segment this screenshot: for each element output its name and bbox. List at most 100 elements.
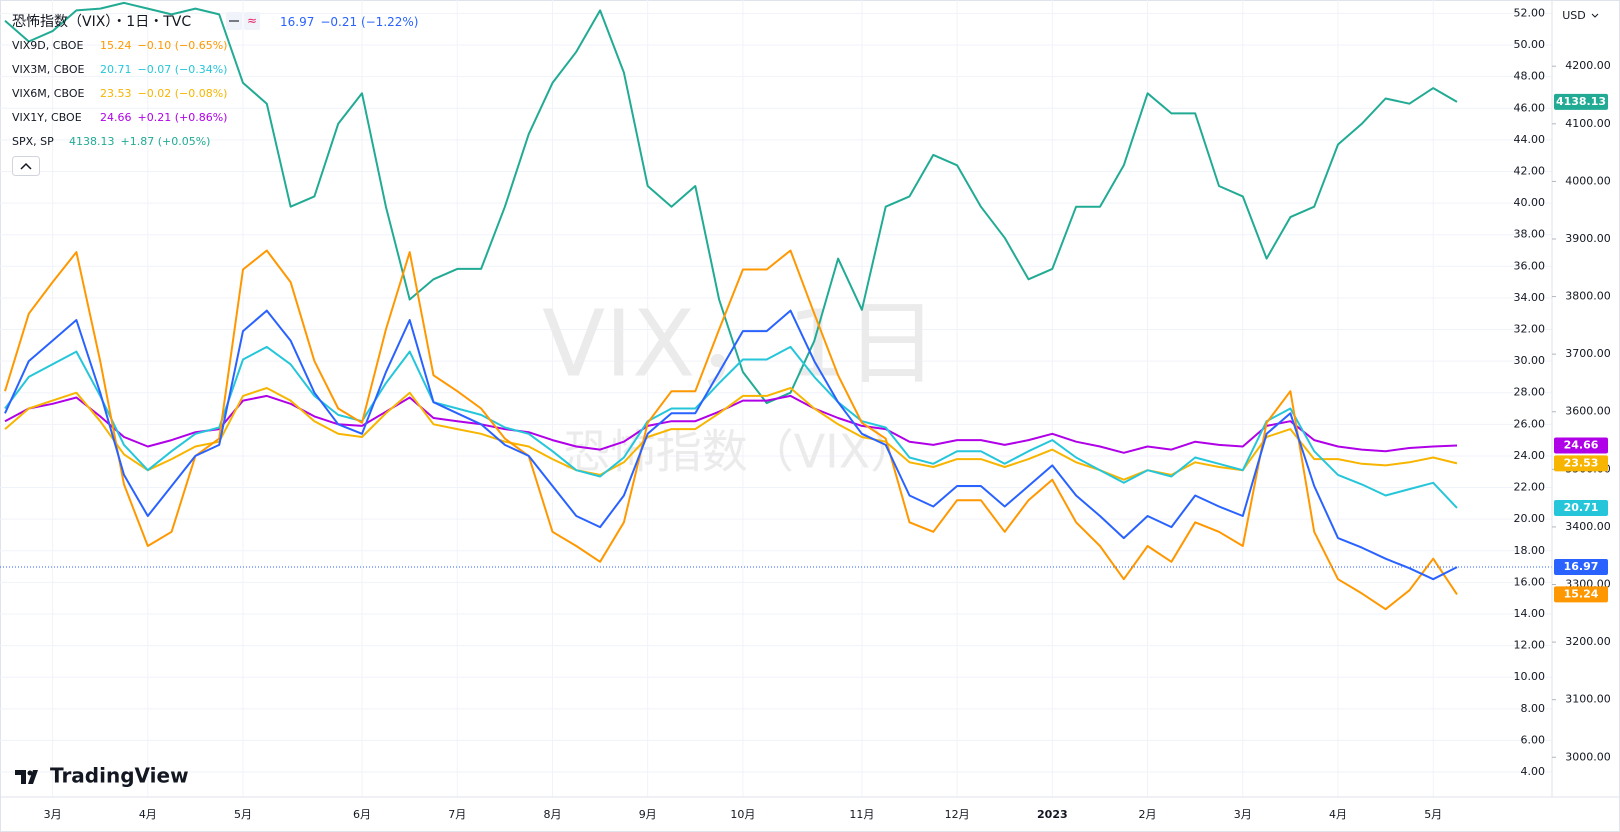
price-label: 15.24 <box>1554 586 1608 603</box>
x-tick-label: 10月 <box>730 808 755 821</box>
x-tick-label: 2月 <box>1139 808 1157 821</box>
lines <box>0 1 1552 611</box>
y-tick-label: 42.00 <box>1514 164 1546 177</box>
x-tick-label: 4月 <box>139 808 157 821</box>
collapse-button[interactable] <box>12 156 40 176</box>
y-tick-label: 48.00 <box>1514 70 1546 83</box>
legend-change: −0.02 (−0.08%) <box>138 87 228 100</box>
y-tick-label: 12.00 <box>1514 639 1546 652</box>
y-tick-label: 6.00 <box>1521 733 1546 746</box>
series-line <box>4 387 1458 481</box>
y2-tick-label: 3200.00 <box>1565 635 1611 648</box>
legend-last: 16.97 <box>280 15 314 29</box>
price-label: 16.97 <box>1554 559 1608 576</box>
legend-change: −0.10 (−0.65%) <box>138 39 228 52</box>
currency-caret <box>1591 13 1599 18</box>
brand-logo <box>15 770 38 784</box>
x-tick-label: 9月 <box>639 808 657 821</box>
legend-value: 16.97 −0.21 (−1.22%) <box>280 15 419 29</box>
y2-tick-label: 4200.00 <box>1565 59 1611 72</box>
y-tick-label: 38.00 <box>1514 228 1546 241</box>
y-tick-label: 4.00 <box>1521 765 1546 778</box>
y-tick-label: 8.00 <box>1521 702 1546 715</box>
y-tick-label: 34.00 <box>1514 291 1546 304</box>
chart-title: 恐怖指数（VIX）・1日・TVC <box>12 13 191 30</box>
brand: TradingView <box>50 764 189 788</box>
price-label: 4138.13 <box>1554 93 1608 110</box>
legend-last: 15.24 <box>100 39 132 52</box>
legend-value: 15.24 −0.10 (−0.65%) <box>100 39 227 52</box>
price-label: 23.53 <box>1554 455 1608 472</box>
y-tick-label: 46.00 <box>1514 101 1546 114</box>
price-label: 24.66 <box>1554 437 1608 454</box>
y-tick-label: 32.00 <box>1514 323 1546 336</box>
legend-change: −0.07 (−0.34%) <box>138 63 228 76</box>
legend-change: +1.87 (+0.05%) <box>121 135 211 148</box>
y2-tick-label: 4100.00 <box>1565 117 1611 130</box>
legend-name: SPX, SP <box>12 135 54 148</box>
x-tick-label: 3月 <box>1234 808 1252 821</box>
y2-tick-label: 3600.00 <box>1565 405 1611 418</box>
legend-last: 23.53 <box>100 87 132 100</box>
y-tick-label: 20.00 <box>1514 512 1546 525</box>
price-label-bg <box>1554 455 1608 472</box>
price-label: 20.71 <box>1554 499 1608 516</box>
y-tick-label: 22.00 <box>1514 481 1546 494</box>
y2-tick-label: 3900.00 <box>1565 232 1611 245</box>
series-line <box>4 249 1458 611</box>
y2-tick-label: 3000.00 <box>1565 750 1611 763</box>
y-tick-label: 28.00 <box>1514 386 1546 399</box>
x-tick-label: 11月 <box>849 808 874 821</box>
y-tick-label: 36.00 <box>1514 259 1546 272</box>
y2-tick-label: 3100.00 <box>1565 693 1611 706</box>
legend-last: 24.66 <box>100 111 132 124</box>
y-tick-label: 18.00 <box>1514 544 1546 557</box>
price-label-bg <box>1554 93 1608 110</box>
x-tick-label: 3月 <box>44 808 62 821</box>
y2-tick-label: 3700.00 <box>1565 347 1611 360</box>
watermark-sub: 恐怖指数（VIX） <box>564 425 917 479</box>
x-tick-label: 8月 <box>543 808 561 821</box>
legend-last: 4138.13 <box>69 135 115 148</box>
legend: 16.97 −0.21 (−1.22%) VIX9D, CBOE 15.24 −0.10… <box>12 15 419 149</box>
brand-icon <box>27 770 33 776</box>
legend-name: VIX3M, CBOE <box>12 63 84 76</box>
x-tick-label: 5月 <box>234 808 252 821</box>
y2-tick-label: 3800.00 <box>1565 290 1611 303</box>
x-tick-label: 7月 <box>448 808 466 821</box>
legend-last: 20.71 <box>100 63 132 76</box>
legend-value: 24.66 +0.21 (+0.86%) <box>100 111 227 124</box>
series-line <box>4 345 1458 509</box>
legend-change: +0.21 (+0.86%) <box>138 111 228 124</box>
y-tick-label: 10.00 <box>1514 670 1546 683</box>
y-tick-label: 16.00 <box>1514 575 1546 588</box>
grid <box>0 0 1552 797</box>
legend-name: VIX6M, CBOE <box>12 87 84 100</box>
price-label-bg <box>1554 499 1608 516</box>
price-label-text: 4138.13 <box>1556 95 1606 108</box>
x-tick-label: 12月 <box>945 808 970 821</box>
x-tick-label: 2023 <box>1037 808 1068 821</box>
price-label-text: 20.71 <box>1564 501 1599 514</box>
legend-value: 4138.13 +1.87 (+0.05%) <box>69 135 210 148</box>
series-line <box>4 394 1458 454</box>
y2-tick-label: 3400.00 <box>1565 520 1611 533</box>
price-label-text: 24.66 <box>1564 439 1599 452</box>
currency[interactable]: USD <box>1562 9 1586 22</box>
x-tick-label: 4月 <box>1329 808 1347 821</box>
price-label-bg <box>1554 586 1608 603</box>
x-tick-label: 5月 <box>1424 808 1442 821</box>
y-tick-label: 40.00 <box>1514 196 1546 209</box>
y-tick-label: 14.00 <box>1514 607 1546 620</box>
axes: 4.00 6.00 8.00 10.00 12.00 14.00 16.00 18.00 20.… <box>44 6 1611 821</box>
legend-icon[interactable] <box>244 12 260 30</box>
y-tick-label: 44.00 <box>1514 133 1546 146</box>
price-label-text: 16.97 <box>1564 560 1599 573</box>
series-line <box>4 309 1458 581</box>
series-line <box>4 1 1458 405</box>
legend-name: VIX1Y, CBOE <box>12 111 82 124</box>
legend-name: VIX9D, CBOE <box>12 39 83 52</box>
